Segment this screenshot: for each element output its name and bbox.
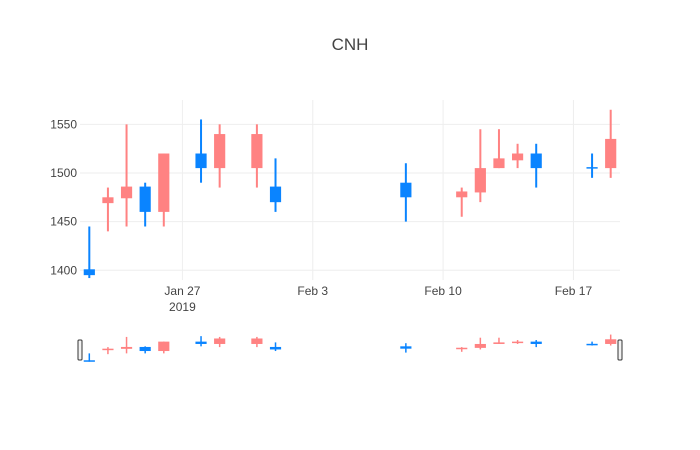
slider-candle [102, 347, 114, 355]
slider-candle-body [251, 338, 263, 344]
slider-candle-body [102, 348, 114, 351]
range-slider-left-handle[interactable] [77, 339, 83, 361]
slider-candle [214, 336, 226, 348]
x-tick-label: Feb 17 [555, 284, 593, 298]
slider-candle [605, 334, 617, 346]
candle-increasing [83, 226, 95, 279]
slider-candle [530, 340, 542, 348]
slider-candle-body [120, 346, 133, 349]
slider-candle-body [456, 347, 468, 350]
candle-body [195, 153, 207, 169]
candle-increasing [530, 143, 542, 188]
candle-increasing [139, 182, 151, 227]
slider-candle [269, 342, 282, 352]
slider-candle-body [474, 343, 486, 348]
candle-body [493, 158, 505, 169]
candle-body [530, 153, 542, 169]
slider-candle [400, 343, 412, 353]
x-tick-label: Feb 3 [297, 284, 328, 298]
slider-candle-body [214, 338, 226, 344]
y-tick-label: 1400 [50, 263, 77, 277]
candle-decreasing [214, 124, 226, 188]
candle-body [139, 186, 151, 212]
candle-increasing [400, 163, 412, 222]
slider-candle-body [586, 343, 598, 346]
slider-candle [139, 346, 151, 354]
slider-candle [512, 340, 524, 344]
slider-candle [456, 347, 468, 352]
candle-body [251, 134, 263, 169]
range-slider-right-handle[interactable] [617, 339, 623, 361]
candle-body [512, 153, 524, 161]
slider-candle-body [512, 341, 524, 344]
x-tick-label: Jan 27 [164, 284, 200, 298]
slider-candle [195, 336, 207, 347]
slider-candle [120, 336, 133, 354]
candle-body [586, 167, 598, 169]
gridlines [80, 100, 620, 280]
candle-decreasing [605, 109, 617, 178]
candle-body [158, 153, 170, 212]
slider-candle-body [530, 341, 542, 344]
slider-candle [586, 341, 598, 346]
x-axis: Jan 27 2019 Feb 3 Feb 10 Feb 17 [164, 284, 592, 314]
candle-body [102, 197, 114, 204]
candle-body [456, 191, 468, 198]
candle-decreasing [456, 187, 468, 217]
candle-decreasing [512, 143, 524, 169]
slider-candle-body [400, 346, 412, 349]
slider-candle [83, 353, 95, 362]
x-tick-year-label: 2019 [169, 300, 196, 314]
slider-candle-body [158, 341, 170, 352]
chart-title: CNH [332, 35, 369, 54]
candle-decreasing [251, 124, 263, 188]
candle-increasing [269, 158, 282, 212]
candle-body [474, 168, 486, 193]
candle-body [269, 186, 282, 203]
slider-candle [474, 337, 486, 350]
slider-candle [493, 337, 505, 344]
candle-increasing [195, 119, 207, 183]
slider-candle-body [83, 360, 95, 362]
candle-body [120, 186, 133, 199]
y-tick-label: 1550 [50, 117, 77, 131]
candles [83, 109, 617, 279]
candle-decreasing [120, 124, 133, 227]
slider-candle-body [139, 346, 151, 352]
candle-body [400, 182, 412, 198]
candle-increasing [586, 153, 598, 178]
candle-body [83, 269, 95, 276]
candle-decreasing [474, 129, 486, 203]
candle-decreasing [102, 187, 114, 232]
y-tick-label: 1450 [50, 215, 77, 229]
y-tick-label: 1500 [50, 166, 77, 180]
x-tick-label: Feb 10 [424, 284, 462, 298]
candle-body [214, 134, 226, 169]
slider-candle-body [195, 341, 207, 344]
slider-candle-body [493, 342, 505, 344]
candle-decreasing [493, 129, 505, 169]
y-axis: 1400 1450 1500 1550 [50, 117, 77, 277]
candle-body [605, 138, 617, 169]
candle-decreasing [158, 153, 170, 227]
slider-candle [158, 341, 170, 354]
slider-candle-body [605, 339, 617, 344]
slider-candle-body [269, 346, 282, 350]
range-slider[interactable] [77, 334, 623, 362]
slider-candle [251, 336, 263, 348]
